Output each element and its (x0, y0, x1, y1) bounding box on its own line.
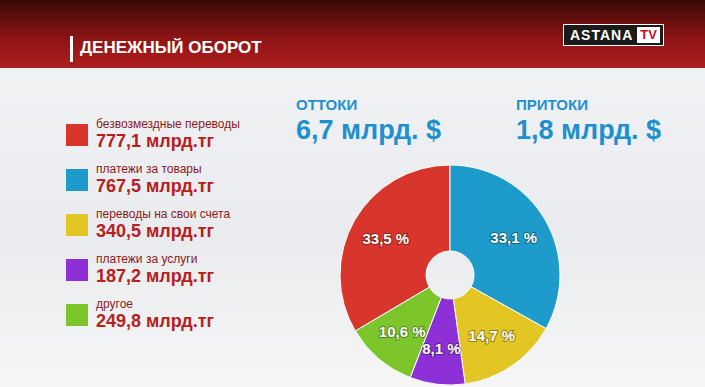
html-text:платежи за товары: платежи за товары (96, 162, 202, 176)
svg-text:33,5 %: 33,5 % (362, 230, 409, 247)
html-text:платежи за услуги: платежи за услуги (96, 252, 198, 266)
svg-text:8,1 %: 8,1 % (422, 340, 460, 357)
html-text:187,2 млрд.тг: 187,2 млрд.тг (96, 266, 215, 286)
svg-text:33,1 %: 33,1 % (490, 229, 537, 246)
html-text:ДЕНЕЖНЫЙ ОБОРОТ: ДЕНЕЖНЫЙ ОБОРОТ (80, 38, 262, 57)
html-text:безвозмездные переводы: безвозмездные переводы (96, 117, 240, 131)
html-text:ОТТОКИ: ОТТОКИ (296, 96, 358, 113)
html-text:переводы на свои счета: переводы на свои счета (96, 207, 231, 221)
svg-text:10,6 %: 10,6 % (379, 323, 426, 340)
html-text:767,5 млрд.тг: 767,5 млрд.тг (96, 176, 215, 196)
html-text:1,8 млрд. $: 1,8 млрд. $ (516, 115, 662, 145)
html-text:ASTANA: ASTANA (570, 27, 634, 43)
html-text:249,8 млрд.тг: 249,8 млрд.тг (96, 311, 215, 331)
html-text:777,1 млрд.тг: 777,1 млрд.тг (96, 131, 215, 151)
html-text:340,5 млрд.тг: 340,5 млрд.тг (96, 221, 215, 241)
html-text:другое: другое (96, 297, 133, 311)
html-text:6,7 млрд. $: 6,7 млрд. $ (296, 115, 442, 145)
html-text:TV: TV (640, 27, 657, 42)
html-text:ПРИТОКИ: ПРИТОКИ (516, 96, 588, 113)
svg-text:14,7 %: 14,7 % (468, 327, 515, 344)
